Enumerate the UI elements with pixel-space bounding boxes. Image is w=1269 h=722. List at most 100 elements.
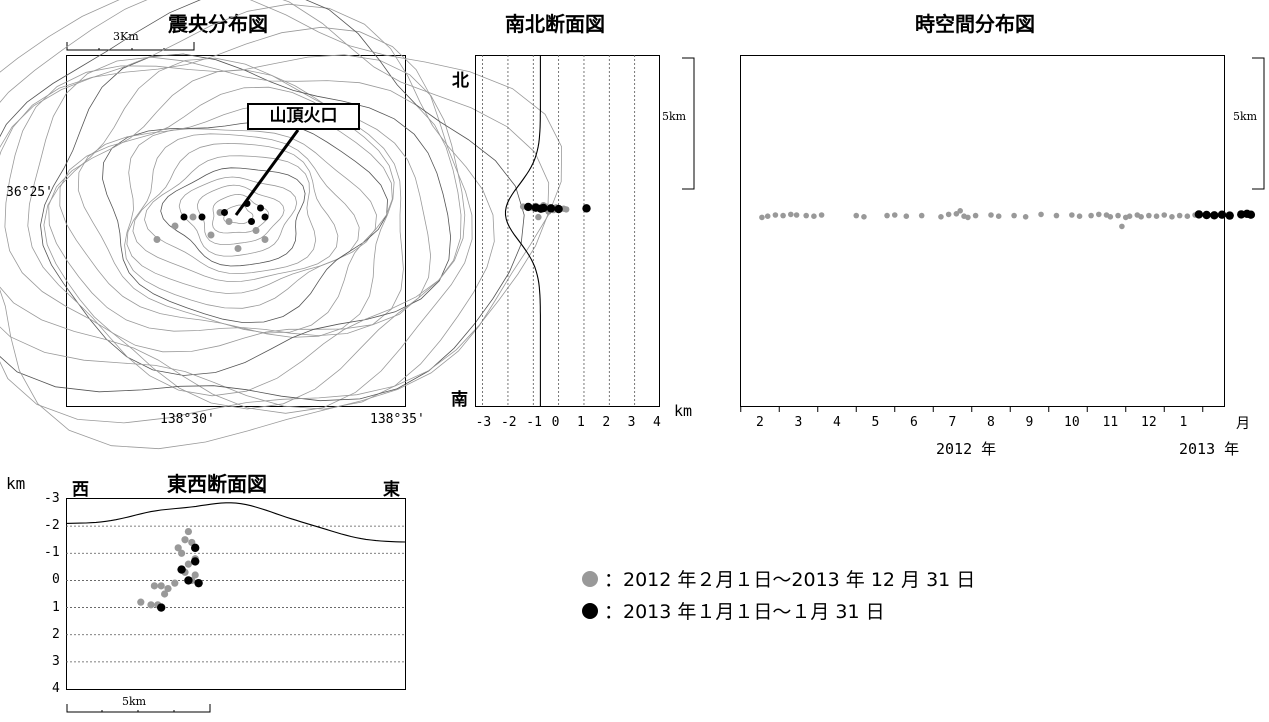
ns-north-label: 北 <box>452 71 469 91</box>
ns-x-tick-label: 2 <box>602 415 611 430</box>
ts-point-past <box>1096 211 1102 218</box>
ts-point-past <box>1126 213 1133 219</box>
ts-point-recent <box>1225 211 1234 220</box>
ts-point-past <box>918 212 925 219</box>
ew-y-tick-label: -2 <box>44 518 60 534</box>
ew-point-recent <box>191 557 200 566</box>
epicenter-lon-label-2: 138°35' <box>370 412 425 427</box>
ns-x-tick-label: -3 <box>475 415 492 430</box>
ts-x-tick-label: 9 <box>1025 415 1034 430</box>
contour-line <box>4 54 466 410</box>
ew-y-tick-label: 3 <box>52 653 60 669</box>
ns-point-recent <box>524 202 533 212</box>
time-space-title: 時空間分布図 <box>915 12 1035 36</box>
contour-line <box>0 0 525 402</box>
ts-point-past <box>861 214 867 220</box>
ts-point-past <box>1184 213 1191 219</box>
ts-point-past <box>891 212 898 218</box>
ts-point-past <box>1011 212 1017 219</box>
plot-frame <box>740 55 1225 407</box>
ns-section-title: 南北断面図 <box>505 12 605 36</box>
contour-line <box>27 56 462 397</box>
ew-east-label: 東 <box>383 480 400 500</box>
ts-point-past <box>1069 212 1075 218</box>
plot-frame <box>66 55 406 407</box>
ew-y-tick-label: 4 <box>52 681 60 696</box>
ew-point-recent <box>184 576 193 585</box>
ts-x-tick-label: 3 <box>794 415 803 430</box>
epicenter-point-recent <box>180 213 188 221</box>
ts-point-past <box>1076 213 1083 219</box>
ns-x-tick-label: 4 <box>653 415 661 430</box>
ew-point-recent <box>191 543 200 553</box>
ts-x-tick-label: 2 <box>756 415 764 430</box>
ts-point-past <box>1153 213 1160 219</box>
ew-point-past <box>147 601 155 609</box>
ts-point-recent <box>1210 211 1219 220</box>
ns-scale-bar <box>682 57 695 190</box>
epicenter-point-past <box>207 231 215 239</box>
ew-point-past <box>150 582 158 590</box>
ts-point-past <box>780 212 786 219</box>
contour-line <box>178 176 298 257</box>
ew-point-past <box>171 579 179 587</box>
ns-point-recent <box>554 204 563 214</box>
epicenter-point-past <box>171 222 179 230</box>
ew-point-past <box>164 584 172 593</box>
ts-point-past <box>1146 212 1152 219</box>
ts-point-past <box>1119 223 1125 230</box>
contour-line <box>212 193 270 234</box>
plot-frame <box>475 55 660 407</box>
ew-section-plot <box>65 498 407 690</box>
ew-point-past <box>184 527 192 536</box>
ts-point-past <box>1022 214 1029 220</box>
contour-line <box>126 133 360 294</box>
ts-x-tick-label: 5 <box>871 415 880 430</box>
epicenter-point-past <box>153 236 161 243</box>
epicenter-point-recent <box>198 213 206 221</box>
ts-x-tick-label: 4 <box>833 415 841 430</box>
ts-point-past <box>1169 214 1175 220</box>
legend-recent-dot <box>582 602 598 619</box>
ts-point-past <box>1161 212 1168 218</box>
ts-point-past <box>957 208 963 214</box>
contour-line <box>124 128 377 309</box>
ew-y-unit: km <box>6 474 26 493</box>
ts-scale-bar <box>1252 57 1265 190</box>
ns-section-plot <box>475 55 660 407</box>
ns-point-recent <box>582 204 591 213</box>
ts-year-2013: 2013 年 <box>1179 440 1240 458</box>
ns-x-tick-label: 3 <box>627 415 636 430</box>
ew-y-tick-label: -3 <box>44 491 60 506</box>
ts-point-recent <box>1194 210 1204 219</box>
ts-month-unit: 月 <box>1236 416 1250 432</box>
ew-point-recent <box>194 578 203 588</box>
epicenter-scale-bar <box>66 42 195 51</box>
epicenter-point-recent <box>261 213 269 221</box>
epicenter-point-recent <box>257 204 264 212</box>
ts-x-tick-label: 6 <box>910 415 918 430</box>
ts-point-past <box>961 213 967 219</box>
ts-year-2012: 2012 年 <box>936 440 997 458</box>
ns-point-recent <box>546 204 556 213</box>
ns-point-recent <box>536 204 546 213</box>
plot-frame <box>66 498 406 690</box>
crater-pointer <box>234 129 300 216</box>
ts-point-recent <box>1217 210 1227 219</box>
ts-point-past <box>1053 212 1060 219</box>
ew-point-past <box>174 544 182 552</box>
legend-recent: ：2013 年１月１日～１月 31 日 <box>582 597 885 624</box>
ts-point-past <box>1107 214 1114 220</box>
ts-scale-label: 5km <box>1233 110 1258 123</box>
epicenter-scale-label: 3Km <box>113 30 139 43</box>
ts-point-past <box>1115 212 1121 219</box>
time-space-plot <box>740 55 1256 412</box>
epicenter-point-past <box>225 218 233 225</box>
contour-line <box>160 167 306 267</box>
ew-point-past <box>157 582 165 590</box>
ts-x-tick-label: 12 <box>1141 415 1157 430</box>
ts-point-past <box>803 212 809 219</box>
ew-point-past <box>191 571 199 579</box>
ew-y-tick-label: -1 <box>44 545 60 561</box>
ew-point-past <box>137 598 145 606</box>
